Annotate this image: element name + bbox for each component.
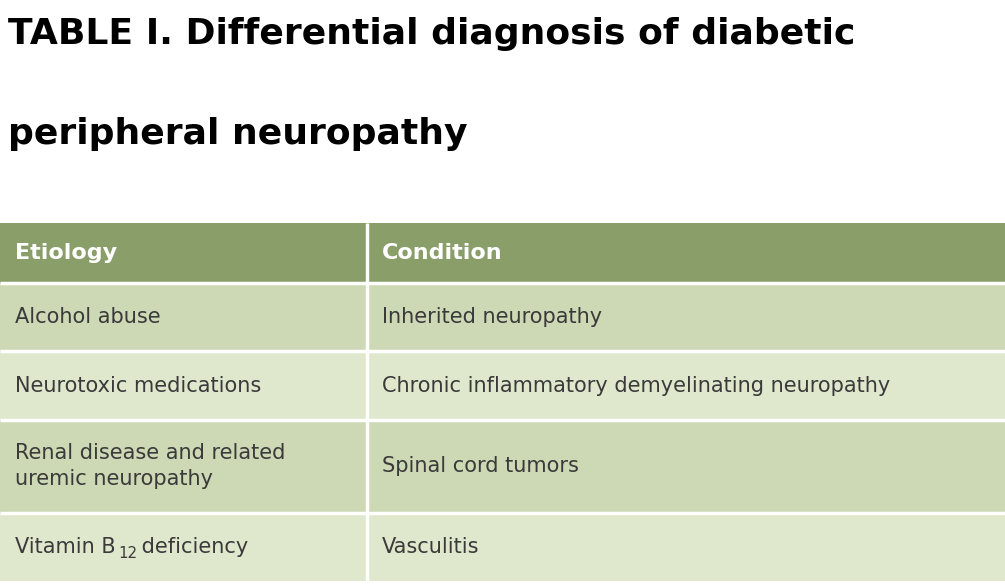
- Bar: [0, 420, 367, 512]
- Text: Chronic inflammatory demyelinating neuropathy: Chronic inflammatory demyelinating neuro…: [382, 376, 890, 396]
- Text: deficiency: deficiency: [135, 537, 248, 557]
- Text: Renal disease and related: Renal disease and related: [15, 443, 285, 463]
- Text: Vitamin B: Vitamin B: [15, 537, 116, 557]
- Bar: [367, 283, 1005, 351]
- Text: TABLE I. Differential diagnosis of diabetic: TABLE I. Differential diagnosis of diabe…: [8, 17, 855, 51]
- Text: Vasculitis: Vasculitis: [382, 537, 479, 557]
- Text: 12: 12: [119, 545, 138, 561]
- Text: Neurotoxic medications: Neurotoxic medications: [15, 376, 261, 396]
- Bar: [367, 420, 1005, 512]
- Bar: [367, 512, 1005, 581]
- Bar: [367, 351, 1005, 420]
- Text: Spinal cord tumors: Spinal cord tumors: [382, 456, 579, 476]
- Text: peripheral neuropathy: peripheral neuropathy: [8, 117, 467, 151]
- Text: Inherited neuropathy: Inherited neuropathy: [382, 307, 602, 327]
- Bar: [0, 223, 1005, 283]
- Text: Etiology: Etiology: [15, 243, 118, 263]
- Bar: [0, 512, 367, 581]
- Text: Alcohol abuse: Alcohol abuse: [15, 307, 161, 327]
- Text: Condition: Condition: [382, 243, 502, 263]
- Bar: [0, 283, 367, 351]
- Text: uremic neuropathy: uremic neuropathy: [15, 469, 213, 489]
- Bar: [0, 351, 367, 420]
